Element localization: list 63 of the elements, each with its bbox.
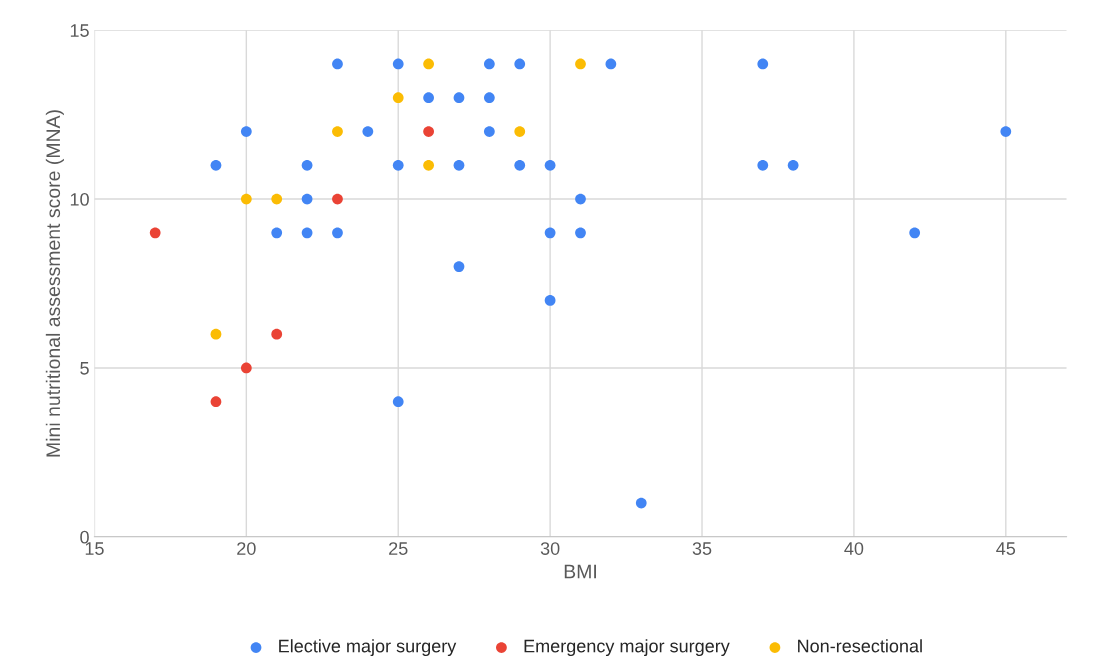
point [240, 126, 252, 137]
point [210, 396, 222, 408]
legend-label: Elective major surgery [279, 639, 457, 656]
point [1000, 126, 1012, 137]
legend-label: Emergency major surgery [524, 639, 730, 656]
y-tick-label: 5 [80, 362, 89, 375]
point [392, 159, 404, 171]
y-axis-title: Mini nutritional assessment score (MNA) [45, 110, 64, 457]
point [635, 497, 647, 509]
point [301, 159, 313, 171]
point [362, 126, 374, 137]
point [392, 396, 404, 408]
legend-label: Non-resectional [798, 639, 922, 653]
point [757, 58, 769, 70]
x-axis-title: BMI [564, 564, 596, 579]
point [210, 159, 222, 171]
point [483, 58, 495, 70]
x-tick-label: 20 [237, 542, 256, 555]
x-tick-label: 40 [844, 542, 864, 555]
x-tick-label: 25 [389, 542, 408, 555]
x-tick-label: 30 [540, 542, 560, 555]
point [301, 193, 313, 205]
point [514, 159, 526, 171]
point [332, 126, 343, 137]
point [605, 58, 617, 70]
point [332, 193, 343, 205]
point [423, 126, 434, 137]
point [453, 159, 465, 171]
point [909, 227, 921, 239]
y-tick-label: 10 [70, 193, 89, 206]
point [392, 92, 404, 104]
point [332, 58, 343, 70]
x-tick-label: 35 [692, 542, 712, 555]
point [787, 159, 799, 171]
point [544, 159, 556, 171]
point [453, 261, 465, 272]
point [392, 58, 404, 70]
point [544, 227, 556, 239]
point [575, 193, 586, 205]
point [575, 227, 586, 239]
point [149, 227, 161, 239]
point [332, 227, 343, 239]
point [271, 227, 283, 239]
point [271, 328, 283, 340]
point [514, 58, 526, 70]
y-tick-label: 0 [80, 530, 89, 544]
point [271, 193, 283, 205]
point [544, 295, 556, 306]
point [423, 58, 434, 70]
point [483, 126, 495, 137]
point [301, 227, 313, 239]
point [240, 193, 252, 205]
point [575, 58, 586, 70]
point [423, 159, 434, 171]
y-tick-label: 15 [70, 24, 89, 37]
point [757, 159, 769, 171]
x-tick-label: 45 [996, 542, 1016, 555]
point [453, 92, 465, 104]
point [240, 362, 252, 374]
point [483, 92, 495, 104]
point [210, 328, 222, 340]
point [514, 126, 526, 137]
point [423, 92, 434, 104]
